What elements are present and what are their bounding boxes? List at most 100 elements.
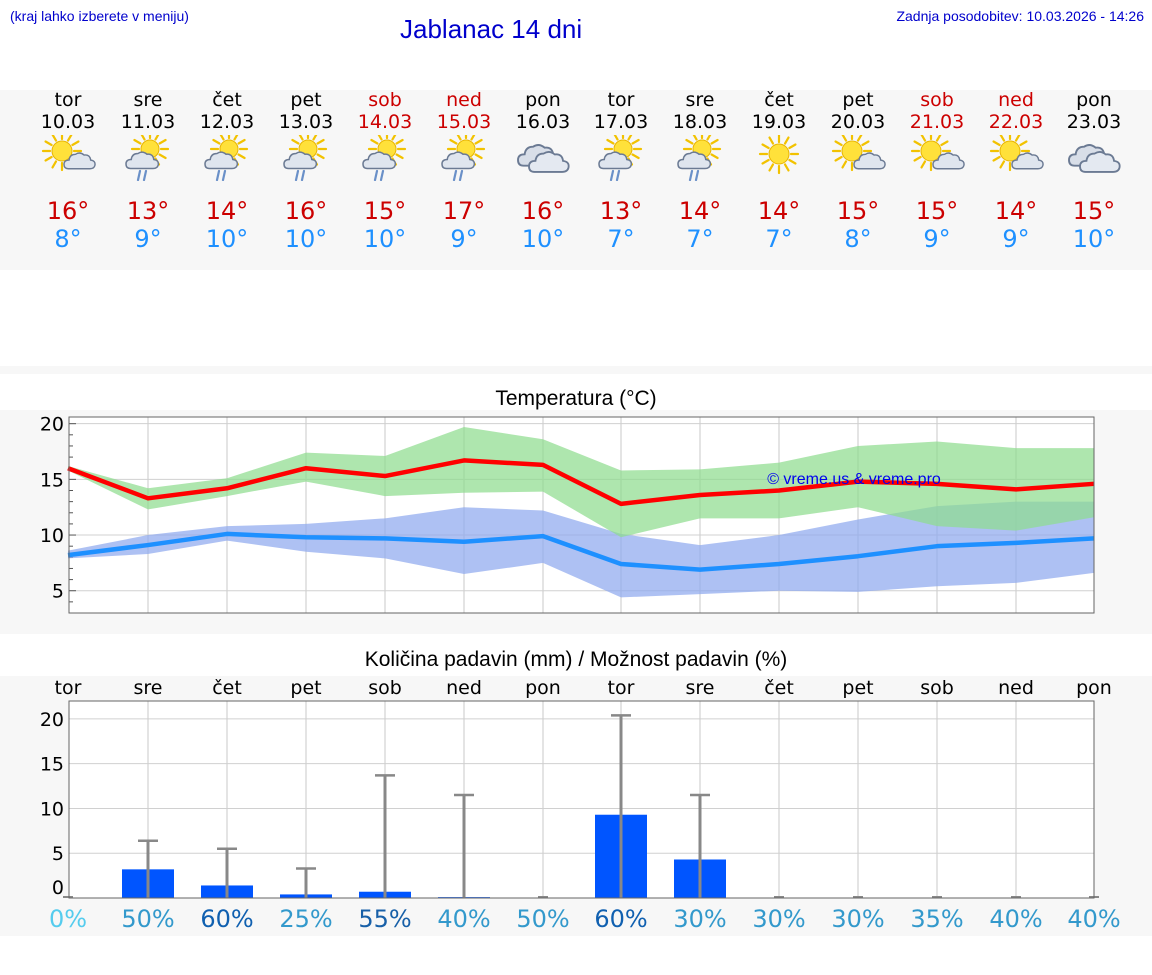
max-temperature: 16° [521, 197, 565, 225]
cloud-shape [677, 151, 712, 170]
max-temperature: 14° [678, 197, 722, 225]
day-date: 21.03 [909, 111, 965, 133]
precip-probability: 40% [1067, 905, 1121, 933]
cloud-shape [204, 151, 239, 170]
sun-ray [706, 135, 712, 141]
cloud [1011, 152, 1044, 170]
day-name: tor [607, 89, 635, 111]
precip-day-label: pon [1076, 677, 1112, 699]
sun-ray [606, 138, 615, 145]
sun-ray [316, 138, 325, 145]
day-name: sob [368, 89, 402, 111]
y-tick-label: 15 [40, 754, 64, 776]
sun-ray [1014, 135, 1021, 142]
precipitation-plot-area [69, 701, 1094, 898]
max-temperature: 16° [46, 197, 90, 225]
rain-drop [609, 169, 615, 181]
cloud-shape [1079, 150, 1121, 173]
sun-ray [783, 136, 790, 145]
sun-cloud-icon [910, 135, 965, 172]
cloud [441, 151, 476, 170]
max-temperature: 13° [599, 197, 643, 225]
sun-ray [370, 138, 379, 145]
max-temperature: 15° [1072, 197, 1116, 225]
precip-probability: 40% [989, 905, 1043, 933]
sun-ray [992, 140, 1001, 147]
sun-cloud-icon [831, 135, 886, 172]
max-temperature-line [67, 458, 1095, 507]
min-temperature: 9° [1002, 225, 1030, 253]
y-tick-label: 5 [52, 843, 64, 865]
precip-probability: 30% [673, 905, 727, 933]
min-temperature: 9° [134, 225, 162, 253]
sun-ray [391, 135, 397, 141]
sun-ray [133, 138, 142, 145]
y-tick-label: 20 [40, 709, 64, 731]
sun-disc [841, 140, 863, 162]
day-name: sre [685, 89, 715, 111]
precip-probability: 30% [752, 905, 806, 933]
sun-ray [613, 135, 619, 141]
rain-drop [458, 169, 464, 181]
day-name: sre [133, 89, 163, 111]
cloud-shape [528, 150, 570, 173]
max-temperature: 14° [757, 197, 801, 225]
cloud [204, 151, 239, 170]
max-temperature: 17° [442, 197, 486, 225]
rain-drop [294, 169, 300, 181]
precip-day-label: pet [290, 677, 322, 699]
day-name: pet [842, 89, 874, 111]
sun-ray [710, 138, 719, 145]
sun-ray [449, 138, 458, 145]
cloud-shape [932, 152, 965, 170]
sun-disc [920, 140, 942, 162]
day-name: sob [920, 89, 954, 111]
precip-day-label: tor [54, 677, 82, 699]
rain-drop [379, 169, 385, 181]
sun-ray [834, 140, 843, 147]
rain-drop [694, 169, 700, 181]
sun-ray [920, 135, 927, 142]
y-tick-label: 0 [52, 877, 64, 899]
rain-drop [688, 169, 694, 181]
precipitation-plot-border [68, 700, 1095, 899]
sun-cloud-rain-icon [677, 135, 722, 181]
sun-ray [768, 136, 775, 145]
watermark: © vreme.us & vreme.pro [767, 471, 941, 488]
cloudy-icon [1068, 144, 1121, 173]
cloud [677, 151, 712, 170]
precip-probability: 35% [910, 905, 964, 933]
precip-probability: 25% [279, 905, 333, 933]
sun-ray [66, 135, 73, 142]
sun-ray [219, 135, 225, 141]
sun-ray [237, 153, 246, 160]
sun-ray [154, 135, 160, 141]
min-temperature: 8° [844, 225, 872, 253]
precip-probability: 60% [200, 905, 254, 933]
sun-ray [158, 153, 167, 160]
sun-ray [395, 138, 404, 145]
cloud [63, 152, 96, 170]
sun-ray [51, 135, 58, 142]
rain-drop [221, 169, 227, 181]
min-temperature: 7° [686, 225, 714, 253]
min-temperature: 7° [765, 225, 793, 253]
min-temperature: 9° [923, 225, 951, 253]
precip-day-label: tor [607, 677, 635, 699]
max-temperature: 15° [915, 197, 959, 225]
sun-ray [316, 153, 325, 160]
sun-ray [761, 143, 770, 150]
sun-ray [44, 155, 53, 162]
y-tick-label: 15 [40, 469, 64, 491]
rain-drop [142, 169, 148, 181]
min-temperature: 10° [1072, 225, 1116, 253]
sun-ray [920, 160, 927, 169]
sun-ray [627, 135, 633, 141]
y-tick-label: 20 [40, 414, 64, 436]
max-temperature: 14° [205, 197, 249, 225]
y-tick-label: 10 [40, 525, 64, 547]
day-date: 19.03 [751, 111, 807, 133]
cloud-shape [853, 152, 886, 170]
min-temperature: 10° [521, 225, 565, 253]
day-name: čet [764, 89, 794, 111]
